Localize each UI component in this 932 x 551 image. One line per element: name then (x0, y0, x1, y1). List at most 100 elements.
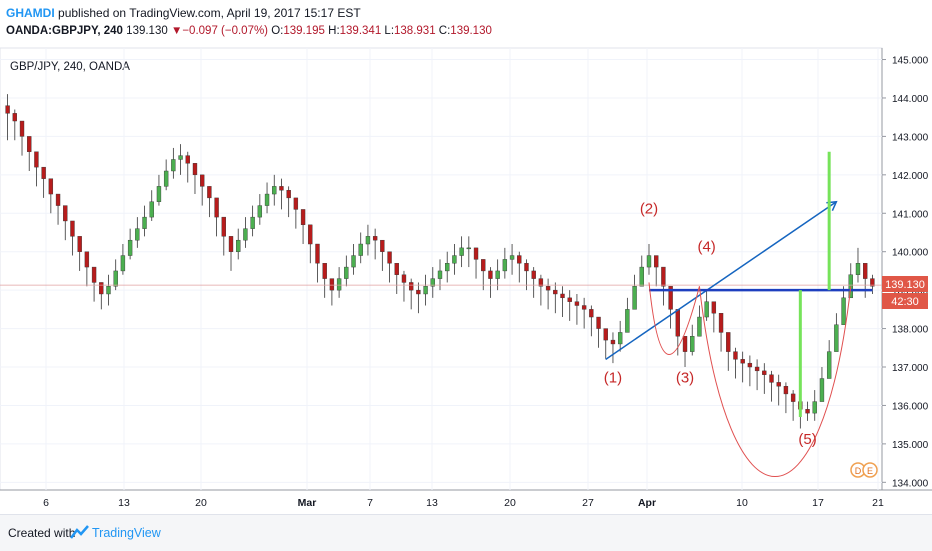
candle-body (286, 190, 291, 199)
candle-body (416, 289, 421, 295)
candle-body (387, 251, 392, 264)
price-tick-label: 140.000 (892, 248, 929, 259)
cup-curve (698, 286, 852, 477)
close-label: C: (438, 25, 451, 37)
candle-body (481, 259, 486, 272)
candle-body (264, 193, 270, 206)
candle-body (531, 270, 536, 279)
candle-body (207, 186, 212, 199)
candle-body (156, 186, 162, 202)
candle-body (697, 316, 702, 337)
created-with-text: Created with (8, 526, 76, 540)
candle-body (250, 216, 255, 229)
candle-body (63, 205, 68, 222)
price-axis[interactable]: 134.000135.000136.000137.000138.000139.0… (882, 56, 929, 490)
candle-body (106, 286, 111, 295)
last-price: 139.130 (126, 25, 168, 37)
candle-body (704, 301, 709, 318)
candle-body (855, 263, 861, 275)
candle-body (351, 255, 356, 268)
candle-body (315, 243, 320, 264)
price-tick-label: 141.000 (892, 209, 929, 220)
symbol-line: OANDA:GBPJPY, 240 139.130 ▼−0.097 (−0.07… (6, 25, 492, 37)
candle-body (236, 239, 241, 252)
candle-body (401, 274, 407, 283)
candle-body (214, 197, 219, 218)
low-label: L: (384, 25, 395, 37)
time-tick-label: 17 (812, 497, 824, 509)
candle-body (34, 151, 39, 168)
candle-body (538, 278, 544, 287)
price-chart[interactable]: GBP/JPY, 240, OANDA 134.000 135.000 136.00… (0, 0, 932, 514)
candle-body (452, 255, 457, 264)
time-tick-label: 7 (367, 497, 373, 509)
candle-body (574, 301, 580, 306)
candle-body (279, 186, 284, 191)
candle-body (567, 297, 572, 302)
price-change: −0.097 (−0.07%) (182, 25, 269, 37)
candle-body (272, 186, 277, 195)
candle-body (372, 236, 378, 241)
candle-body (77, 236, 82, 252)
publish-line: GHAMDI published on TradingView.com, Apr… (6, 6, 361, 20)
price-tick-label: 143.000 (892, 132, 929, 143)
tradingview-logo-icon[interactable] (70, 524, 90, 540)
candle-body (819, 378, 825, 402)
candle-body (344, 266, 349, 279)
time-tick-label: 20 (504, 497, 516, 509)
events-icon[interactable]: D E (850, 462, 878, 478)
price-tick-label: 145.000 (892, 56, 929, 67)
candle-body (726, 332, 731, 352)
candle-body (55, 193, 61, 206)
candle-body (19, 120, 25, 137)
candle-body (12, 113, 17, 122)
candle-body (135, 228, 140, 241)
symbol-label[interactable]: OANDA:GBPJPY, 240 (6, 25, 123, 37)
time-axis[interactable]: 6 13 20 Mar 7 13 20 27 Apr 10 17 21 (43, 497, 884, 509)
candle-body (163, 170, 169, 187)
chart-title: GBP/JPY, 240, OANDA (10, 61, 130, 73)
trendline (605, 201, 837, 360)
candle-body (553, 289, 558, 295)
pattern-label: (5) (798, 431, 816, 448)
price-tick-label: 144.000 (892, 94, 929, 105)
tradingview-brand[interactable]: TradingView (92, 526, 161, 540)
candle-body (625, 309, 630, 333)
candle-body (560, 293, 565, 299)
candle-body (812, 401, 817, 414)
pattern-label: (2) (640, 200, 658, 217)
candle-body (733, 351, 738, 360)
footer: Created with TradingView (0, 514, 932, 551)
candle-body (690, 336, 695, 352)
candle-body (293, 197, 299, 210)
candle-body (495, 270, 500, 279)
candle-body (192, 163, 198, 176)
candle-body (589, 309, 594, 318)
candle-body (380, 239, 385, 252)
candle-body (423, 286, 428, 295)
svg-text:D: D (855, 466, 862, 476)
candle-body (336, 278, 342, 291)
author-link[interactable]: GHAMDI (6, 6, 55, 20)
candle-body (27, 136, 32, 152)
candle-body (870, 278, 875, 287)
candle-body (91, 266, 97, 283)
time-tick-label: 10 (736, 497, 748, 509)
candle-body (581, 305, 587, 310)
time-tick-label: 27 (582, 497, 594, 509)
candle-body (834, 324, 839, 352)
candle-body (365, 236, 371, 245)
candle-body (545, 286, 551, 291)
candle-body (48, 178, 54, 195)
timer-badge: 42:30 (882, 293, 928, 309)
candle-body (682, 336, 688, 352)
candle-body (243, 228, 248, 241)
candle-body (408, 282, 414, 291)
candle-body (459, 247, 464, 256)
candle-body (437, 270, 443, 279)
candle-body (654, 255, 659, 268)
candle-body (142, 216, 147, 229)
chart-header: GHAMDI published on TradingView.com, Apr… (0, 0, 932, 42)
price-badge: 139.130 (882, 276, 928, 292)
drawings (0, 151, 882, 477)
